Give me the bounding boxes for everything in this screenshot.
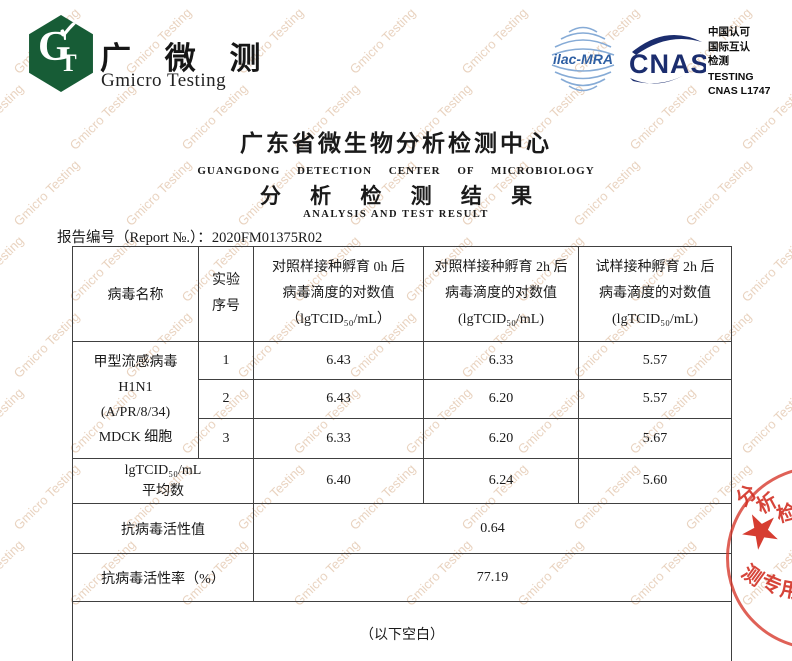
brand-name-en: Gmicro Testing [101, 70, 227, 91]
watermark-text: Gmicro Testing [627, 0, 699, 1]
cell-exp-no: 2 [198, 379, 254, 419]
result-title-en: ANALYSIS AND TEST RESULT [303, 209, 489, 220]
cell-blank-note: （以下空白） [72, 601, 732, 661]
logo-letter-g: G [38, 24, 71, 70]
watermark-text: Gmicro Testing [403, 0, 475, 1]
cert-line: 检测 [708, 56, 729, 67]
seal-char: 用 [778, 578, 792, 604]
watermark-text: Gmicro Testing [738, 233, 792, 305]
seal-char: 析 [753, 489, 781, 519]
logo-letter-t: T [60, 50, 77, 77]
cell-titer-0h: 6.33 [253, 418, 424, 459]
watermark-text: Gmicro Testing [346, 5, 419, 77]
seal-char: 检 [774, 500, 792, 528]
watermark-text: Gmicro Testing [67, 0, 139, 1]
watermark-text: Gmicro Testing [515, 0, 587, 1]
report-number-label: 报告编号（Report №.）： [57, 230, 212, 246]
watermark-text: Gmicro Testing [458, 5, 531, 77]
cell-titer-2h-control: 6.33 [423, 341, 579, 380]
watermark-text: Gmicro Testing [0, 537, 27, 609]
seal-circle [726, 466, 792, 650]
watermark-text: Gmicro Testing [0, 385, 27, 457]
center-title-cn: 广东省微生物分析检测中心 [240, 131, 552, 156]
cert-line: 中国认可 [708, 27, 750, 38]
seal-char: 测 [737, 561, 767, 591]
cell-titer-0h: 6.43 [253, 341, 424, 380]
cell-average-label: lgTCID₅₀/mL 平均数 [72, 458, 254, 504]
watermark-text: Gmicro Testing [738, 537, 792, 609]
cell-activity-rate: 77.19 [253, 553, 732, 602]
th-virus-name: 病毒名称 [72, 246, 199, 342]
cell-virus-name: 甲型流感病毒 H1N1 (A/PR/8/34) MDCK 细胞 [72, 341, 199, 459]
th-0h-control: 对照样接种孵育 0h 后 病毒滴度的对数值 （lgTCID₅₀/mL） [253, 246, 424, 342]
th-exp-no: 实验 序号 [198, 246, 254, 342]
brand-name-cn: 广 微 测 [100, 41, 274, 76]
seal-char: 分 [732, 481, 762, 511]
logo-check-icon: ✓ [55, 13, 82, 47]
seal-char: 专 [757, 571, 785, 599]
watermark-text: Gmicro Testing [0, 233, 27, 305]
ilac-mra-logo: ilac-MRA [551, 26, 615, 92]
cnas-top-swoosh [632, 34, 702, 55]
seal-star-icon: ★ [730, 498, 792, 564]
cert-line: 国际互认 [708, 41, 750, 53]
cnas-bottom-swoosh [630, 64, 700, 84]
watermark-text: Gmicro Testing [291, 0, 363, 1]
cell-average-2h-control: 6.24 [423, 458, 579, 504]
cell-activity-value-label: 抗病毒活性值 [72, 503, 254, 554]
gmicro-logo: G ✓ T [29, 13, 93, 92]
watermark-text: Gmicro Testing [739, 0, 792, 1]
cell-titer-2h-sample: 5.57 [578, 341, 732, 380]
center-title-en: GUANGDONG DETECTION CENTER OF MICROBIOLO… [197, 165, 595, 177]
cell-exp-no: 3 [198, 418, 254, 459]
cell-average-2h-sample: 5.60 [578, 458, 732, 504]
cert-line: TESTING [708, 70, 754, 83]
result-title-cn: 分 析 检 测 结 果 [259, 184, 545, 208]
cell-average-0h: 6.40 [253, 458, 424, 504]
cell-titer-2h-control: 6.20 [423, 418, 579, 459]
ilac-mra-label: ilac-MRA [553, 51, 613, 67]
accreditation-text: 中国认可 国际互认 检测 TESTING CNAS L1747 [708, 26, 770, 99]
ilac-arc-lines [551, 26, 615, 92]
th-2h-sample: 试样接种孵育 2h 后 病毒滴度的对数值 (lgTCID₅₀/mL) [578, 246, 732, 342]
cnas-label: CNAS [629, 49, 706, 79]
report-number-value: 2020FM01375R02 [211, 230, 323, 246]
results-table: 病毒名称 实验 序号 对照样接种孵育 0h 后 病毒滴度的对数值 （lgTCID… [72, 246, 732, 661]
watermark-text: Gmicro Testing [738, 385, 792, 457]
watermark-text: Gmicro Testing [179, 0, 251, 1]
cell-activity-value: 0.64 [253, 503, 732, 554]
cell-titer-2h-control: 6.20 [423, 379, 579, 419]
report-number-line: 报告编号（Report №.）：2020FM01375R02 [57, 226, 322, 247]
cell-titer-2h-sample: 5.67 [578, 418, 732, 459]
cell-titer-0h: 6.43 [253, 379, 424, 419]
cert-line: CNAS L1747 [708, 85, 771, 97]
cell-titer-2h-sample: 5.57 [578, 379, 732, 419]
cnas-logo: CNAS [629, 34, 706, 84]
cell-exp-no: 1 [198, 341, 254, 380]
th-2h-control: 对照样接种孵育 2h 后 病毒滴度的对数值 (lgTCID₅₀/mL) [423, 246, 579, 342]
watermark-text: Gmicro Testing [0, 0, 26, 1]
cell-activity-rate-label: 抗病毒活性率（%） [72, 553, 254, 602]
